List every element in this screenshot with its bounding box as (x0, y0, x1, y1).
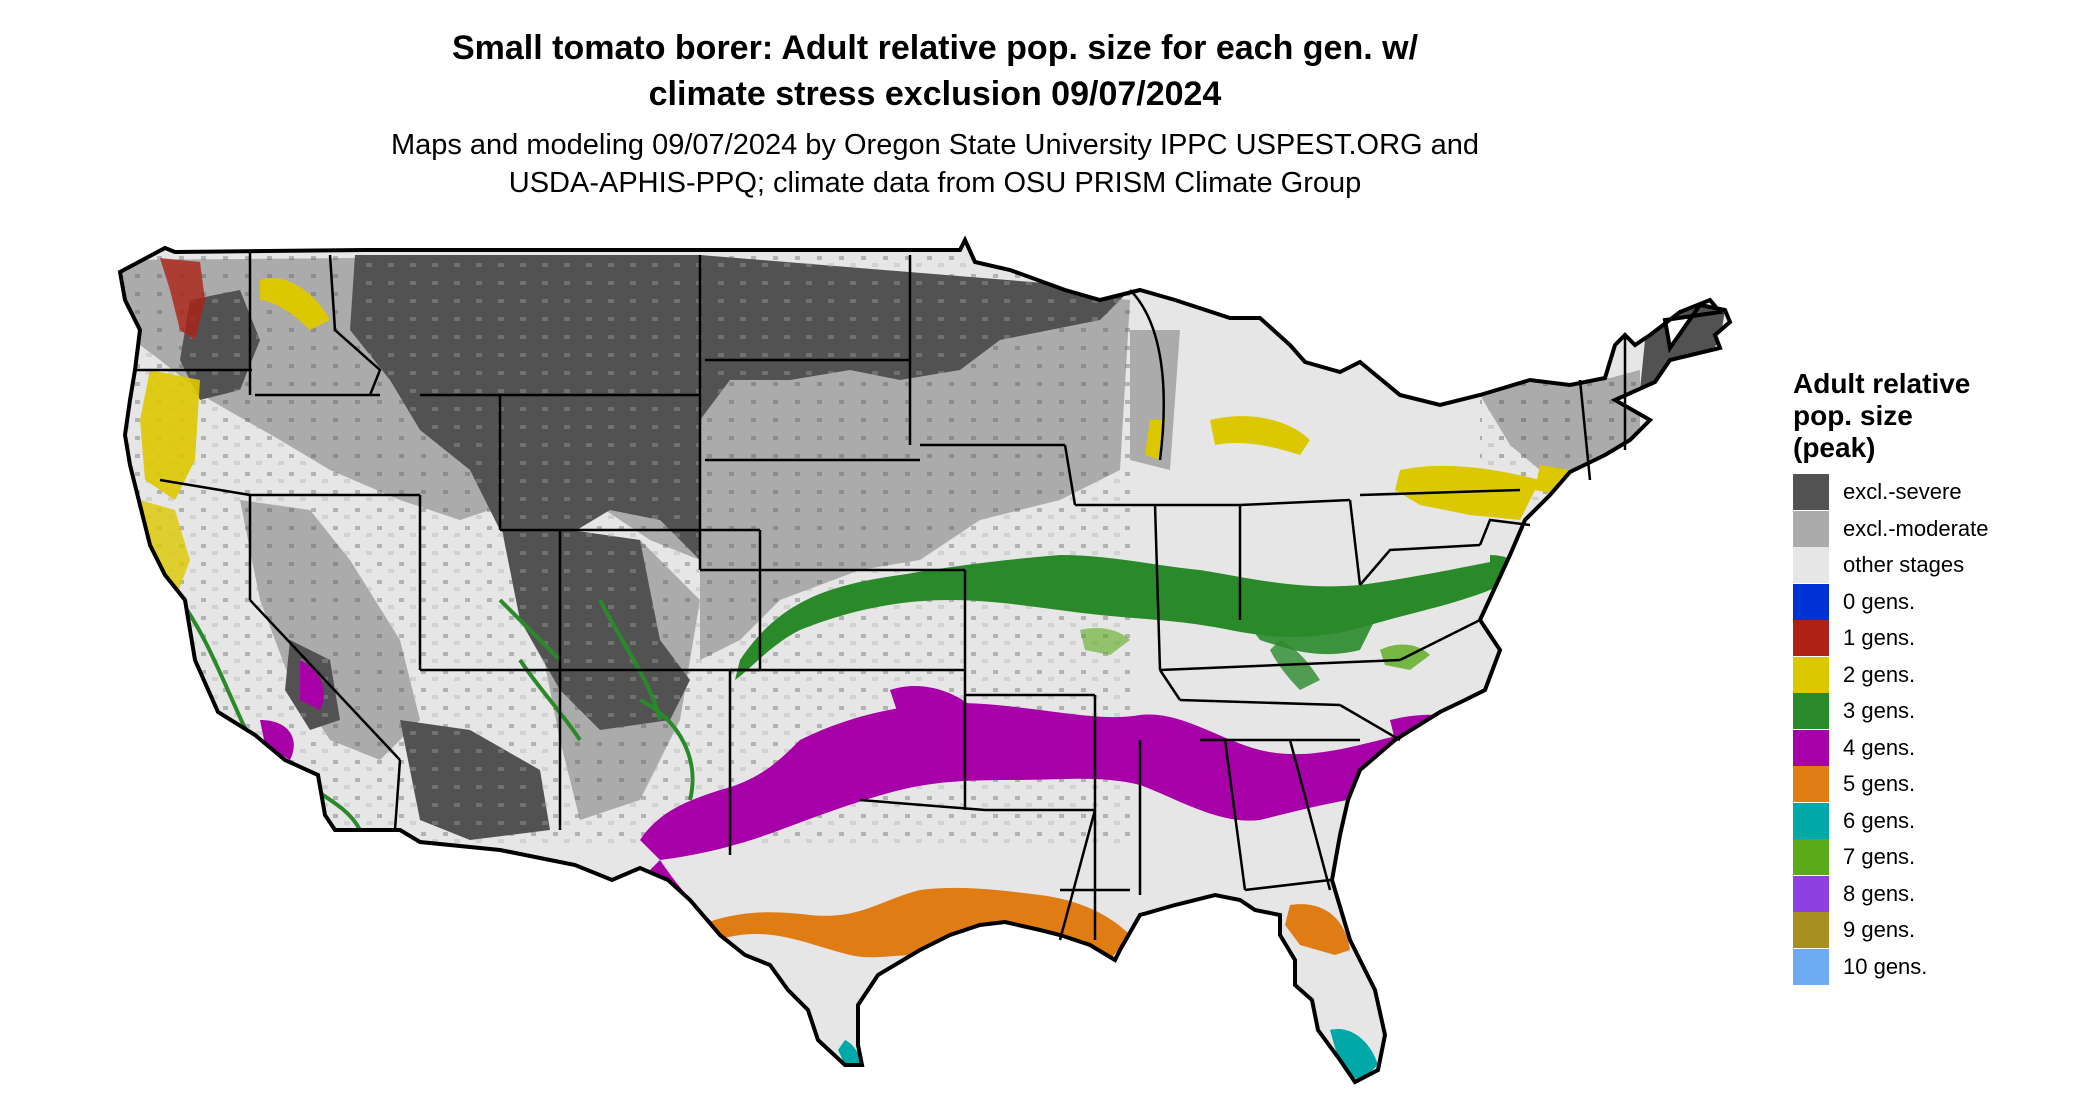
legend-title-line-3: (peak) (1793, 432, 1876, 463)
legend-title-line-1: Adult relative (1793, 368, 1971, 399)
legend-item: 9 gens. (1793, 912, 1989, 949)
legend-swatch (1793, 839, 1829, 876)
legend-swatch (1793, 547, 1829, 584)
legend-item: 5 gens. (1793, 766, 1989, 803)
legend-swatch (1793, 802, 1829, 839)
legend-swatch (1793, 912, 1829, 949)
legend-label: 5 gens. (1843, 771, 1916, 797)
subtitle-line-1: Maps and modeling 09/07/2024 by Oregon S… (390, 129, 1480, 161)
legend-label: 7 gens. (1843, 844, 1916, 870)
legend-item: 10 gens. (1793, 948, 1989, 986)
legend-item: 4 gens. (1793, 729, 1989, 767)
legend-label: 1 gens. (1843, 625, 1916, 651)
legend-label: 10 gens. (1843, 953, 1928, 979)
legend-label: 8 gens. (1843, 880, 1916, 906)
title-line-1: Small tomato borer: Adult relative pop. … (451, 29, 1419, 67)
legend-items: excl.-severe excl.-moderate other stages 0 … (1793, 474, 1989, 985)
legend-label: excl.-moderate (1843, 515, 1989, 541)
legend-swatch (1793, 875, 1829, 912)
legend-label: 6 gens. (1843, 807, 1916, 833)
legend-label: 3 gens. (1843, 698, 1916, 724)
legend-swatch (1793, 948, 1829, 985)
legend-label: excl.-severe (1843, 479, 1962, 505)
legend-title: Adult relative pop. size (peak) (1793, 368, 1989, 464)
legend-item: other stages (1793, 547, 1989, 584)
legend-item: 1 gens. (1793, 620, 1989, 657)
legend-item: 3 gens. (1793, 693, 1989, 730)
legend-swatch (1793, 620, 1829, 657)
legend-item: excl.-moderate (1793, 510, 1989, 548)
legend-item: 0 gens. (1793, 583, 1989, 621)
legend-swatch (1793, 474, 1829, 511)
legend-label: 4 gens. (1843, 734, 1916, 760)
legend-swatch (1793, 729, 1829, 766)
map-title: Small tomato borer: Adult relative pop. … (250, 25, 1620, 117)
legend-swatch (1793, 693, 1829, 730)
title-line-2: climate stress exclusion 09/07/2024 (648, 75, 1222, 113)
legend-item: 8 gens. (1793, 875, 1989, 913)
subtitle-line-2: USDA-APHIS-PPQ; climate data from OSU PR… (508, 167, 1362, 199)
legend-swatch (1793, 766, 1829, 803)
legend-item: 7 gens. (1793, 839, 1989, 876)
legend-label: 2 gens. (1843, 661, 1916, 687)
legend-title-line-2: pop. size (1793, 400, 1913, 431)
legend-label: 9 gens. (1843, 917, 1916, 943)
legend-swatch (1793, 510, 1829, 547)
map-subtitle: Maps and modeling 09/07/2024 by Oregon S… (250, 126, 1620, 202)
legend-item: excl.-severe (1793, 474, 1989, 511)
legend-swatch (1793, 656, 1829, 693)
legend-item: 6 gens. (1793, 802, 1989, 840)
legend-label: other stages (1843, 552, 1965, 578)
legend-swatch (1793, 583, 1829, 620)
map-legend: Adult relative pop. size (peak) excl.-se… (1793, 368, 1989, 985)
legend-item: 2 gens. (1793, 656, 1989, 694)
legend-label: 0 gens. (1843, 588, 1916, 614)
